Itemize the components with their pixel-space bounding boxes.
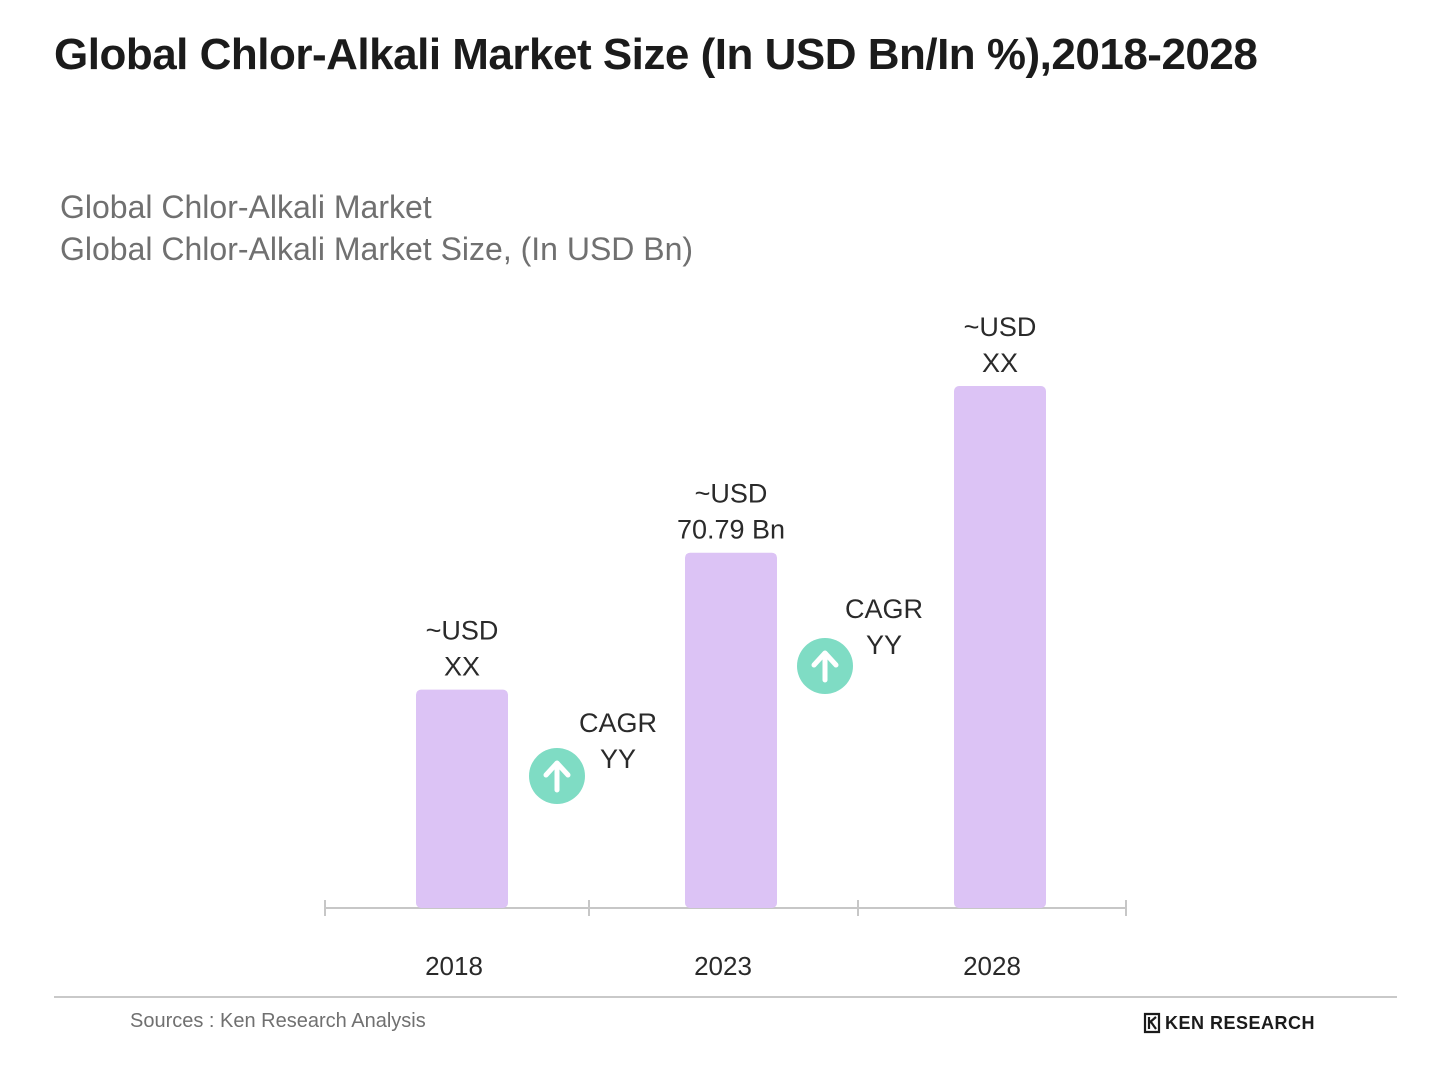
source-note: Sources : Ken Research Analysis	[130, 1010, 426, 1032]
bar-value-label: XX	[444, 652, 480, 682]
footer-divider	[54, 996, 1397, 998]
x-tick-label: 2018	[425, 951, 483, 981]
ken-research-logo-icon	[1143, 1012, 1161, 1034]
subtitle-line-1: Global Chlor-Alkali Market	[60, 189, 432, 225]
x-tick-label: 2023	[694, 951, 752, 981]
bar-value-label: ~USD	[695, 479, 768, 509]
cagr-annotation: CAGR YY	[797, 594, 923, 694]
brand-name: KEN RESEARCH	[1165, 1012, 1316, 1033]
subtitle-line-2: Global Chlor-Alkali Market Size, (In USD…	[60, 231, 694, 267]
chart-title: Global Chlor-Alkali Market Size (In USD …	[54, 30, 1258, 79]
bar-value-label: ~USD	[426, 616, 499, 646]
bar-2018	[416, 689, 508, 908]
cagr-label: CAGR	[579, 708, 657, 738]
cagr-label: YY	[866, 630, 902, 660]
up-arrow-glyph	[811, 650, 839, 683]
cagr-annotation: CAGR YY	[529, 708, 657, 804]
x-tick-label: 2028	[963, 951, 1021, 981]
bar-value-label: XX	[982, 348, 1018, 378]
brand-logo: KEN RESEARCH	[1143, 1012, 1315, 1034]
bar-2023	[685, 552, 777, 908]
cagr-label: CAGR	[845, 594, 923, 624]
bar-value-label: ~USD	[964, 312, 1037, 342]
cagr-label: YY	[600, 744, 636, 774]
up-arrow-glyph	[543, 760, 571, 793]
chart-subtitle: Global Chlor-Alkali Market Global Chlor-…	[60, 186, 693, 270]
bar-value-label: 70.79 Bn	[677, 515, 785, 545]
bar-2028	[954, 386, 1046, 908]
